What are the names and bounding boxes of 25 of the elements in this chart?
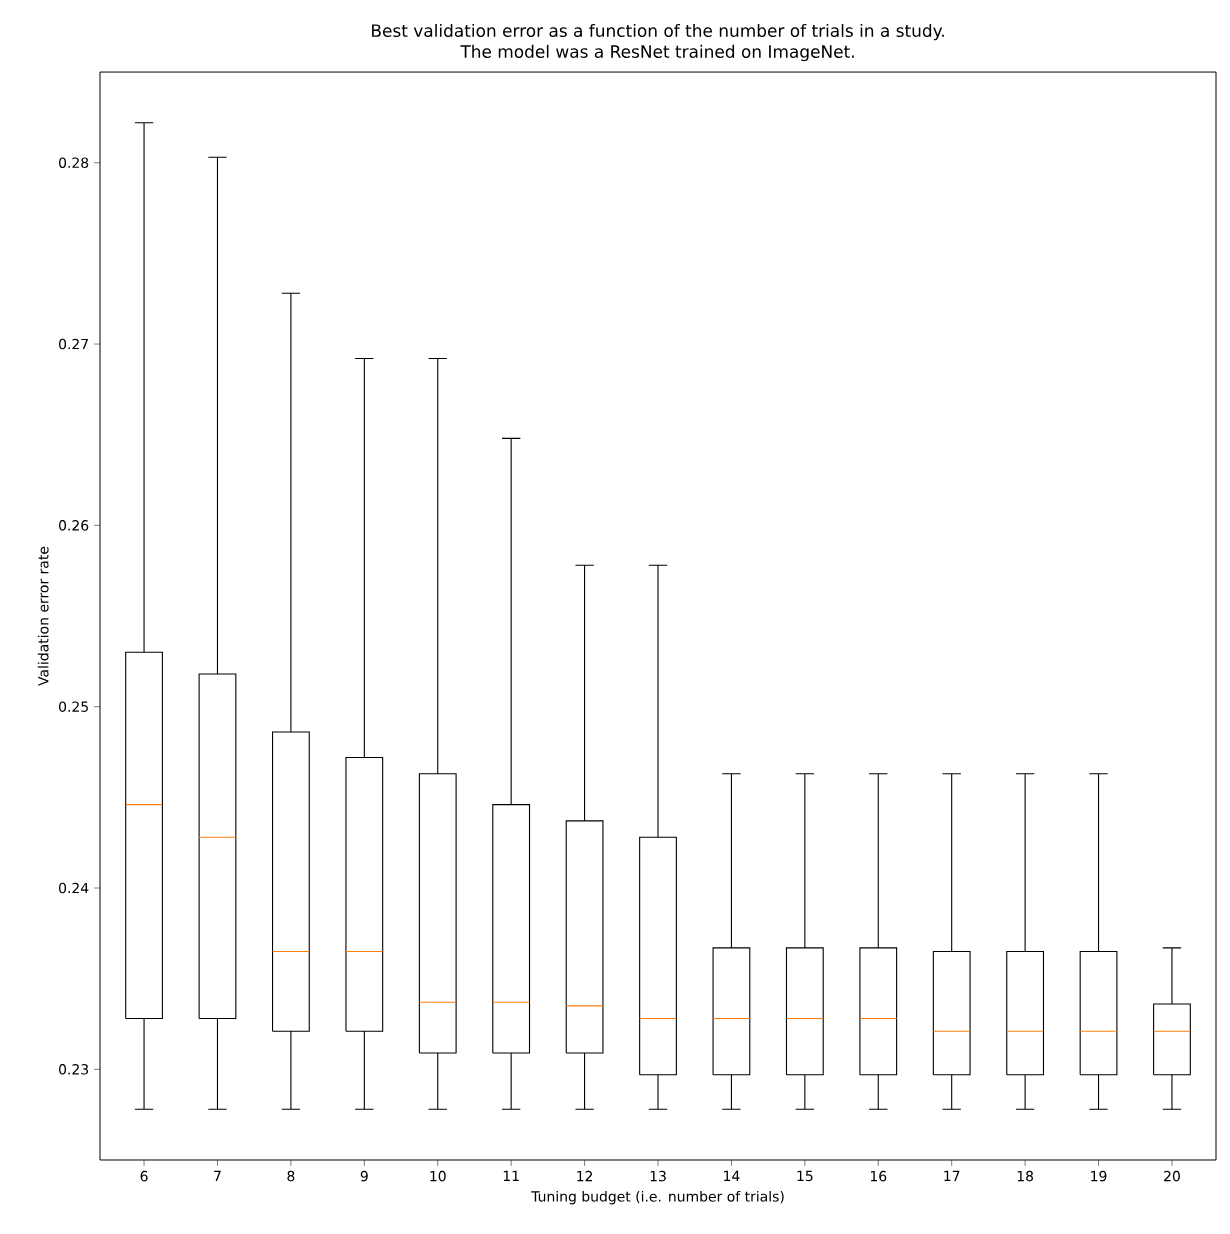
y-tick-label: 0.26 [59,520,89,531]
y-tick-label: 0.23 [59,1064,89,1075]
x-tick-label: 12 [577,1170,593,1182]
y-axis-title: Validation error rate [37,546,49,686]
x-tick-label: 7 [214,1170,221,1182]
x-tick-label: 20 [1164,1170,1180,1182]
y-tick-label: 0.27 [59,338,88,350]
y-tick-label: 0.28 [59,157,89,168]
x-tick-label: 16 [870,1170,887,1182]
x-tick-label: 8 [287,1170,295,1182]
x-tick-label: 6 [140,1170,148,1182]
x-tick-label: 19 [1091,1170,1107,1182]
chart-title: Best validation error as a function of the number of trials in a study. [372,23,944,41]
x-tick-label: 11 [503,1170,519,1182]
x-tick-label: 18 [1017,1170,1034,1182]
x-tick-label: 10 [430,1170,446,1182]
x-tick-label: 15 [797,1170,813,1182]
chart-subtitle: The model was a ResNet trained on ImageNet. [460,44,854,62]
y-tick-label: 0.25 [59,701,88,712]
y-tick-label: 0.24 [59,882,89,894]
x-axis-title: Tuning budget (i.e. number of trials) [531,1190,784,1205]
x-tick-label: 9 [360,1170,368,1182]
x-tick-label: 14 [724,1170,740,1182]
x-tick-label: 13 [650,1170,666,1182]
x-tick-label: 17 [944,1170,960,1182]
